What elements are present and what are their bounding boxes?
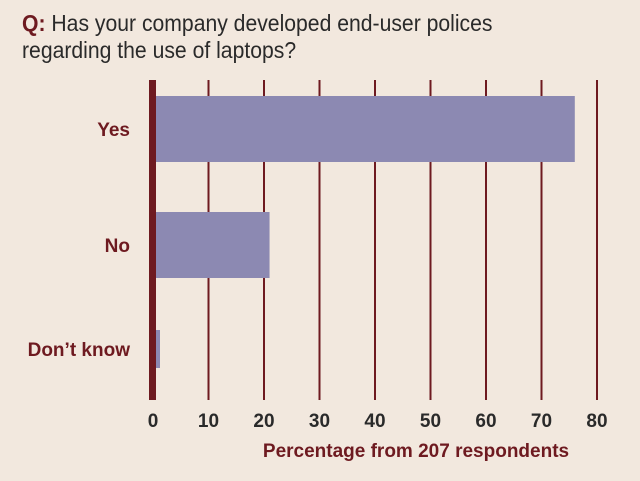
category-label-0: Yes [97,120,130,141]
x-axis-label: Percentage from 207 respondents [263,441,569,462]
tick-label-60: 60 [475,411,496,432]
category-label-1: No [105,236,130,257]
tick-label-0: 0 [148,411,159,432]
bars [155,96,575,368]
category-label-2: Don’t know [28,340,131,361]
x-tick-labels: 0 10 20 30 40 50 60 70 80 [148,411,608,432]
tick-label-50: 50 [420,411,441,432]
tick-label-20: 20 [253,411,274,432]
category-labels: Yes No Don’t know [28,120,131,361]
tick-label-80: 80 [586,411,607,432]
chart-title: Q: Has your company developed end-user p… [22,10,574,64]
tick-label-10: 10 [198,411,219,432]
tick-label-30: 30 [309,411,330,432]
tick-label-70: 70 [531,411,552,432]
bar-1 [155,212,270,278]
y-axis [149,80,156,400]
tick-label-40: 40 [364,411,385,432]
question-text: Has your company developed end-user poli… [22,10,493,63]
bar-2 [155,330,160,368]
bar-0 [155,96,575,162]
question-prefix: Q: [22,10,46,36]
axis-line [149,80,156,400]
